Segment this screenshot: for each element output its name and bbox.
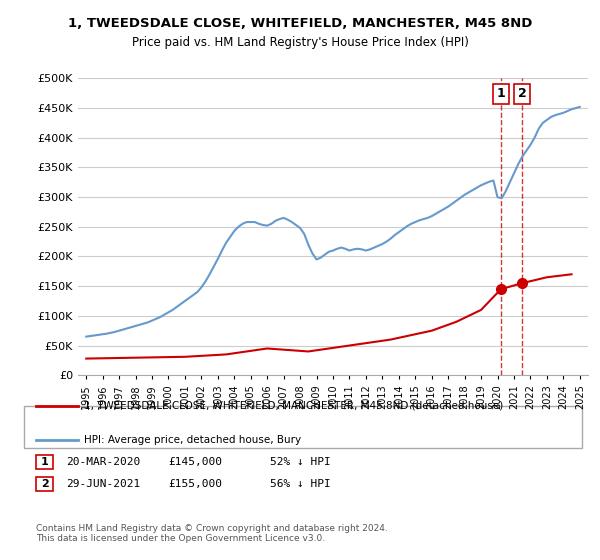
Text: Contains HM Land Registry data © Crown copyright and database right 2024.
This d: Contains HM Land Registry data © Crown c… bbox=[36, 524, 388, 543]
Text: 29-JUN-2021: 29-JUN-2021 bbox=[66, 479, 140, 489]
Text: £145,000: £145,000 bbox=[168, 457, 222, 467]
Text: 1: 1 bbox=[497, 87, 505, 100]
Text: 1: 1 bbox=[41, 457, 49, 467]
Text: 1, TWEEDSDALE CLOSE, WHITEFIELD, MANCHESTER, M45 8ND (detached house): 1, TWEEDSDALE CLOSE, WHITEFIELD, MANCHES… bbox=[84, 401, 503, 411]
Text: HPI: Average price, detached house, Bury: HPI: Average price, detached house, Bury bbox=[84, 435, 301, 445]
Text: 52% ↓ HPI: 52% ↓ HPI bbox=[270, 457, 331, 467]
Text: 2: 2 bbox=[41, 479, 49, 489]
Text: £155,000: £155,000 bbox=[168, 479, 222, 489]
Text: 1, TWEEDSDALE CLOSE, WHITEFIELD, MANCHESTER, M45 8ND: 1, TWEEDSDALE CLOSE, WHITEFIELD, MANCHES… bbox=[68, 17, 532, 30]
Text: 2: 2 bbox=[518, 87, 526, 100]
Text: 20-MAR-2020: 20-MAR-2020 bbox=[66, 457, 140, 467]
Text: Price paid vs. HM Land Registry's House Price Index (HPI): Price paid vs. HM Land Registry's House … bbox=[131, 36, 469, 49]
Text: 56% ↓ HPI: 56% ↓ HPI bbox=[270, 479, 331, 489]
